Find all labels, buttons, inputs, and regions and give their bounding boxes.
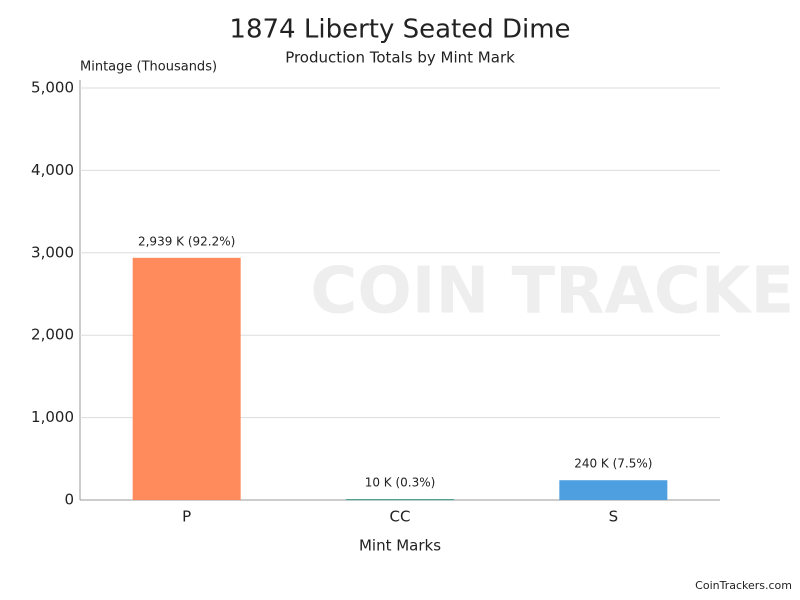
value-label: 10 K (0.3%): [365, 476, 436, 490]
y-axis-label: Mintage (Thousands): [80, 60, 217, 75]
bar: [559, 480, 668, 500]
y-tick-label: 3,000: [31, 243, 74, 261]
y-tick-label: 1,000: [31, 408, 74, 426]
y-tick-label: 4,000: [31, 161, 74, 179]
footer: CoinTrackers.com: [695, 579, 792, 592]
chart-subtitle: Production Totals by Mint Mark: [285, 49, 515, 67]
y-tick-label: 0: [64, 491, 74, 509]
chart-title: 1874 Liberty Seated Dime: [229, 15, 570, 45]
y-tick-label: 5,000: [31, 79, 74, 97]
value-label: 240 K (7.5%): [574, 457, 652, 471]
x-tick-label: S: [609, 508, 619, 526]
value-label: 2,939 K (92.2%): [138, 234, 235, 248]
bar: [346, 499, 454, 501]
y-tick-label: 2,000: [31, 326, 74, 344]
x-axis-label: Mint Marks: [359, 537, 441, 555]
x-tick-label: P: [182, 508, 191, 526]
bar: [132, 257, 241, 500]
x-tick-label: CC: [390, 508, 411, 526]
watermark: COIN TRACKERS: [310, 255, 800, 329]
